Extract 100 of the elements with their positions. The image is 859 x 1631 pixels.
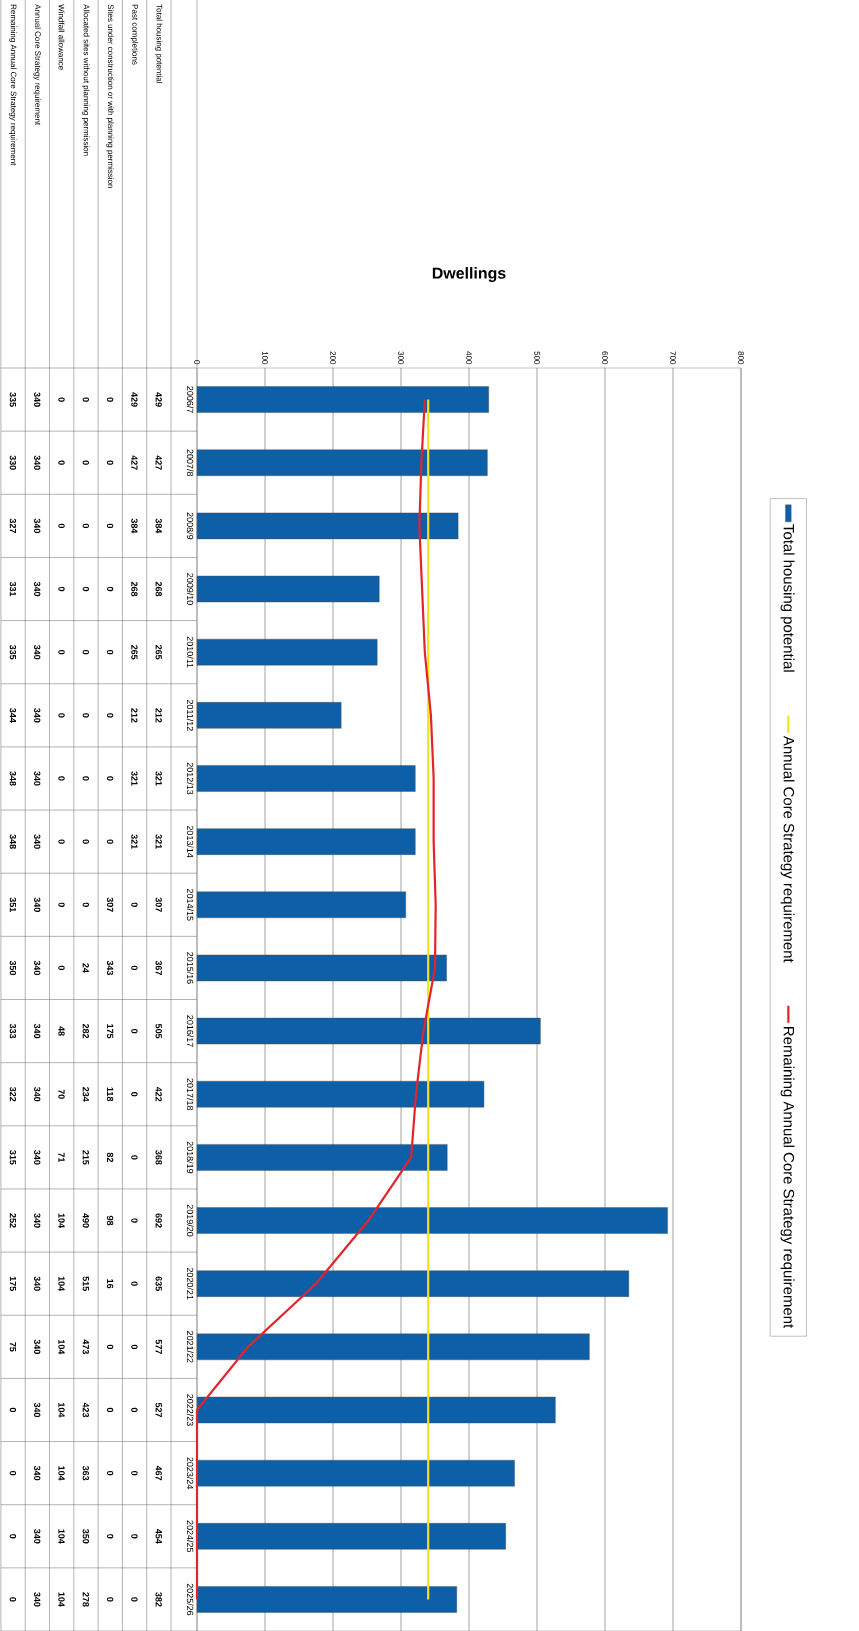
text: 104 (58, 1339, 65, 1355)
text: 48 (58, 1026, 65, 1036)
y-tick-label: 2016/17 (186, 1015, 194, 1047)
data-label: 335 (9, 644, 17, 660)
data-label: 265 (155, 645, 162, 660)
bar (196, 1081, 485, 1108)
text: 0 (131, 1407, 138, 1413)
bar (196, 575, 380, 603)
data-label: 330 (9, 455, 17, 470)
bar (196, 828, 416, 855)
text: 0 (58, 586, 65, 592)
text: 0 (82, 839, 89, 844)
text: 490 (82, 1213, 89, 1228)
y-tick-label: 2006/7 (186, 386, 194, 413)
text: 0 (131, 1218, 138, 1223)
data-label: 340 (34, 1529, 41, 1544)
text: 212 (131, 708, 138, 723)
data-label: 467 (155, 1465, 162, 1481)
text: 104 (58, 1276, 65, 1292)
text: 0 (131, 1471, 138, 1476)
data-label: 340 (34, 1086, 41, 1102)
text: 0 (106, 523, 114, 529)
data-label: 307 (155, 897, 162, 912)
bar (196, 1333, 590, 1361)
text: 473 (82, 1339, 89, 1354)
text: 265 (131, 645, 138, 660)
y-tick-label: 2012/13 (186, 762, 194, 795)
text: 0 (106, 1344, 114, 1349)
text: 0 (106, 776, 114, 781)
text: 0 (82, 650, 89, 655)
data-label: 340 (34, 392, 41, 407)
data-label: 340 (34, 834, 41, 849)
y-tick-label: 2025/26 (186, 1583, 194, 1616)
text: 0 (131, 1155, 138, 1160)
bar (196, 1523, 506, 1550)
text: 0 (58, 713, 65, 718)
data-label: 429 (155, 392, 162, 407)
text: 0 (131, 1028, 138, 1034)
text: 0 (106, 1534, 114, 1539)
text: 0 (131, 1092, 138, 1097)
text: 0 (106, 650, 114, 655)
data-label: 335 (9, 392, 17, 407)
text: 0 (58, 902, 65, 907)
y-tick-label: 2008/9 (186, 512, 194, 540)
text: 0 (131, 902, 138, 907)
text: 0 (106, 713, 114, 718)
text: 104 (58, 1529, 65, 1544)
data-label: 340 (34, 771, 41, 786)
text: 0 (58, 397, 65, 402)
data-label: 351 (9, 897, 17, 912)
y-tick-label: 2019/20 (186, 1204, 194, 1237)
text: 0 (82, 586, 89, 592)
text: 16 (106, 1279, 114, 1289)
y-tick-label: 2014/15 (186, 889, 194, 921)
y-tick-label: 2011/12 (186, 699, 194, 731)
bar (196, 512, 459, 540)
text: 0 (131, 965, 138, 971)
data-label: 321 (155, 771, 162, 786)
text: 0 (82, 776, 89, 781)
bar (196, 638, 378, 666)
y-tick-label: 2015/16 (186, 952, 194, 984)
text: 82 (106, 1152, 114, 1163)
text: 70 (58, 1089, 65, 1099)
data-label: 175 (9, 1276, 17, 1291)
bar (196, 1207, 668, 1234)
data-label: 527 (155, 1402, 162, 1418)
data-label: 340 (34, 1402, 41, 1418)
text: 234 (82, 1087, 89, 1102)
data-label: 331 (9, 581, 17, 597)
y-tick-label: 2020/21 (186, 1267, 194, 1300)
text: 104 (58, 1213, 65, 1228)
data-label: 427 (155, 455, 162, 470)
data-label: 315 (9, 1150, 17, 1165)
text: 215 (82, 1150, 89, 1165)
data-label: 340 (34, 1213, 41, 1228)
text: 0 (58, 650, 65, 655)
text: 0 (106, 1471, 114, 1476)
text: 350 (82, 1529, 89, 1544)
y-tick-label: 2023/24 (186, 1457, 194, 1490)
text: 0 (106, 460, 114, 465)
data-label: 322 (9, 1086, 17, 1102)
data-label: 340 (34, 1150, 41, 1165)
bar (196, 1270, 629, 1297)
data-label: 340 (34, 455, 41, 470)
data-label: 384 (155, 518, 162, 534)
data-label: 505 (155, 1023, 162, 1039)
text: 0 (82, 523, 89, 529)
bar (196, 765, 416, 792)
data-label: 340 (34, 1023, 41, 1039)
data-label: 348 (9, 771, 17, 786)
data-label: 692 (155, 1213, 162, 1228)
text: 98 (106, 1215, 114, 1226)
bar (196, 1396, 556, 1424)
y-tick-label: 2010/11 (186, 636, 194, 668)
text: 175 (106, 1024, 114, 1039)
bar (196, 702, 342, 729)
data-label: 340 (34, 644, 41, 660)
text: 104 (58, 1466, 65, 1481)
data-label: 0 (9, 1471, 17, 1476)
text: 0 (82, 902, 89, 907)
